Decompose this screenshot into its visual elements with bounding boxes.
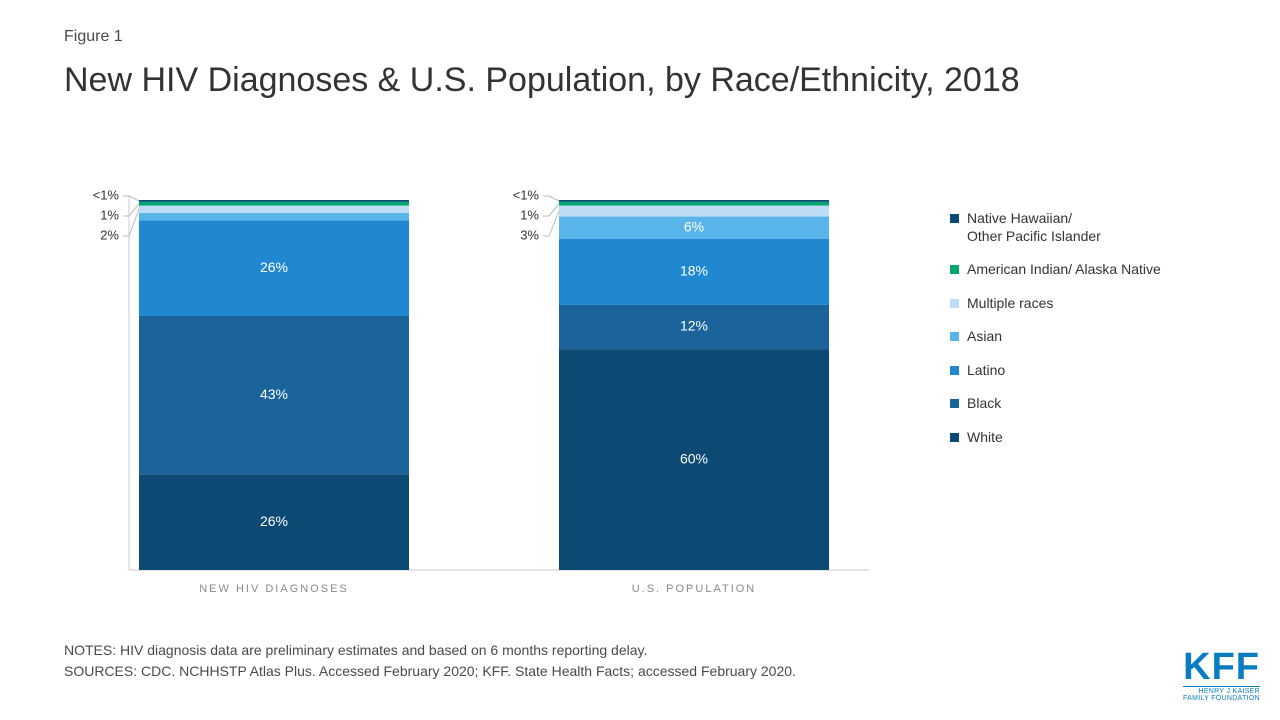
figure-page: Figure 1 New HIV Diagnoses & U.S. Popula… <box>0 0 1280 720</box>
sources-text: SOURCES: CDC. NCHHSTP Atlas Plus. Access… <box>64 661 1064 682</box>
callout-text-1-aian: 1% <box>520 207 539 222</box>
callout-line-1-multi <box>543 211 559 236</box>
bar-seg-1-nhpi <box>559 200 829 202</box>
seg-label-0-latino: 26% <box>260 259 288 275</box>
seg-label-0-black: 43% <box>260 386 288 402</box>
callout-text-1-multi: 3% <box>520 227 539 242</box>
callout-text-1-nhpi: <1% <box>513 190 540 202</box>
legend-swatch-asian <box>950 332 959 341</box>
logo-sub-text: HENRY J KAISER FAMILY FOUNDATION <box>1183 686 1260 702</box>
bar-seg-1-multi <box>559 206 829 217</box>
callout-line-1-aian <box>543 204 559 216</box>
seg-label-0-white: 26% <box>260 513 288 529</box>
callout-text-0-multi: 2% <box>100 227 119 242</box>
axis-label-0: NEW HIV DIAGNOSES <box>199 583 349 595</box>
legend-label-asian: Asian <box>967 328 1250 346</box>
legend-label-white: White <box>967 429 1250 447</box>
legend-swatch-latino <box>950 366 959 375</box>
legend-swatch-multi <box>950 299 959 308</box>
legend-label-latino: Latino <box>967 362 1250 380</box>
legend-label-nhpi: Native Hawaiian/ Other Pacific Islander <box>967 210 1250 245</box>
legend-item-aian: American Indian/ Alaska Native <box>950 261 1250 279</box>
legend-item-black: Black <box>950 395 1250 413</box>
callout-line-0-aian <box>123 204 139 216</box>
bar-seg-1-aian <box>559 202 829 206</box>
legend-swatch-black <box>950 399 959 408</box>
callout-text-0-nhpi: <1% <box>93 190 120 202</box>
legend-label-multi: Multiple races <box>967 295 1250 313</box>
seg-label-1-latino: 18% <box>680 262 708 278</box>
logo-main-text: KFF <box>1183 650 1260 684</box>
bar-seg-0-nhpi <box>139 200 409 202</box>
notes-text: NOTES: HIV diagnosis data are preliminar… <box>64 640 1064 661</box>
figure-label: Figure 1 <box>64 28 123 46</box>
seg-label-1-black: 12% <box>680 318 708 334</box>
seg-label-1-asian: 6% <box>684 218 704 234</box>
callout-line-1-nhpi <box>543 196 559 201</box>
legend-item-white: White <box>950 429 1250 447</box>
chart-svg: 26% 43% 26% NEW HIV DIAGNOSES <1% 1% 2% 60% 12% 1… <box>64 190 934 610</box>
legend: Native Hawaiian/ Other Pacific Islander A… <box>950 210 1250 462</box>
bar-seg-0-aian <box>139 202 409 206</box>
callout-text-0-aian: 1% <box>100 207 119 222</box>
bar-seg-0-asian <box>139 213 409 220</box>
legend-item-nhpi: Native Hawaiian/ Other Pacific Islander <box>950 210 1250 245</box>
legend-swatch-nhpi <box>950 214 959 223</box>
legend-item-latino: Latino <box>950 362 1250 380</box>
seg-label-1-white: 60% <box>680 450 708 466</box>
legend-label-black: Black <box>967 395 1250 413</box>
callout-line-0-nhpi <box>123 196 139 201</box>
legend-item-multi: Multiple races <box>950 295 1250 313</box>
footnotes: NOTES: HIV diagnosis data are preliminar… <box>64 640 1064 682</box>
legend-item-asian: Asian <box>950 328 1250 346</box>
stacked-bar-chart: 26% 43% 26% NEW HIV DIAGNOSES <1% 1% 2% 60% 12% 1… <box>64 190 934 610</box>
legend-swatch-aian <box>950 265 959 274</box>
legend-swatch-white <box>950 433 959 442</box>
kff-logo: KFF HENRY J KAISER FAMILY FOUNDATION <box>1183 650 1260 702</box>
bar-seg-0-multi <box>139 206 409 213</box>
legend-label-aian: American Indian/ Alaska Native <box>967 261 1250 279</box>
chart-title: New HIV Diagnoses & U.S. Population, by … <box>64 60 1184 101</box>
axis-label-1: U.S. POPULATION <box>632 583 757 595</box>
